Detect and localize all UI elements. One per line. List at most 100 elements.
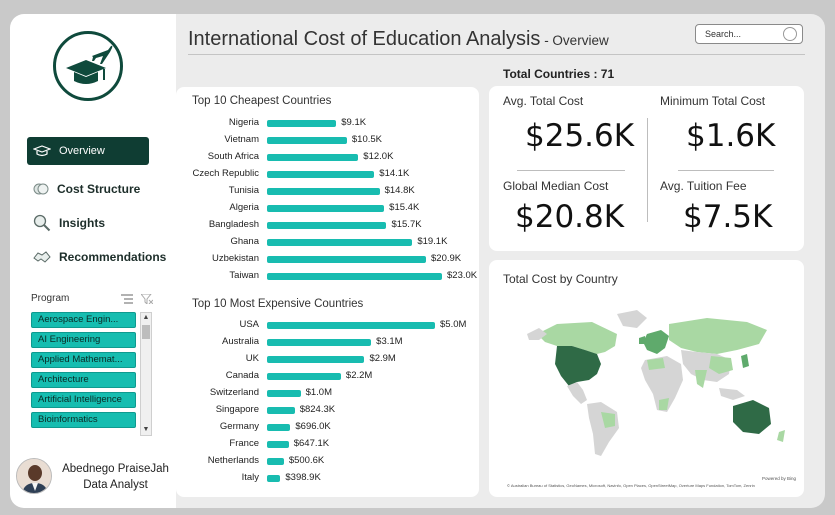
program-item[interactable]: Aerospace Engin... — [31, 312, 136, 328]
bar-row[interactable]: Bangladesh $15.7K — [176, 219, 479, 233]
bar-row[interactable]: Taiwan $23.0K — [176, 270, 479, 284]
bar-mark[interactable] — [267, 154, 359, 161]
bar-row[interactable]: UK $2.9M — [176, 353, 479, 367]
multi-select-icon[interactable] — [121, 294, 133, 304]
map-region-japan[interactable] — [741, 354, 749, 368]
bar-row[interactable]: USA $5.0M — [176, 319, 479, 333]
map-region-russia[interactable] — [669, 318, 767, 354]
global-median-cost-label: Global Median Cost — [503, 179, 609, 193]
nav-cost-structure[interactable]: Cost Structure — [27, 175, 149, 203]
map-region-usa[interactable] — [555, 346, 601, 386]
bar-mark[interactable] — [267, 239, 413, 246]
bar-mark[interactable] — [267, 273, 442, 280]
cheapest-bar-chart: Nigeria $9.1K Vietnam $10.5K South Africa $12… — [176, 117, 479, 287]
map-region-mexico[interactable] — [567, 382, 587, 404]
bar-mark[interactable] — [267, 441, 289, 448]
bar-row[interactable]: Switzerland $1.0M — [176, 387, 479, 401]
nav-recommendations[interactable]: Recommendations — [27, 243, 166, 271]
bar-row[interactable]: Czech Republic $14.1K — [176, 168, 479, 182]
bar-row[interactable]: Australia $3.1M — [176, 336, 479, 350]
scroll-thumb[interactable] — [142, 325, 150, 339]
bar-mark[interactable] — [267, 205, 385, 212]
bar-row[interactable]: South Africa $12.0K — [176, 151, 479, 165]
bar-row[interactable]: Canada $2.2M — [176, 370, 479, 384]
bar-row[interactable]: Netherlands $500.6K — [176, 455, 479, 469]
map-region-brazil[interactable] — [601, 412, 615, 428]
bar-value-label: $23.0K — [447, 270, 478, 281]
clear-filter-icon[interactable] — [141, 293, 153, 304]
map-region-south-africa[interactable] — [659, 398, 669, 410]
scroll-down-icon[interactable]: ▼ — [142, 426, 150, 433]
program-item[interactable]: Artificial Intelligence — [31, 392, 136, 408]
bar-mark[interactable] — [267, 475, 281, 482]
sidebar: Overview Cost Structure Insights Recomme… — [10, 14, 176, 508]
bar-row[interactable]: Italy $398.9K — [176, 472, 479, 486]
map-region-uk[interactable] — [639, 336, 645, 344]
bar-mark[interactable] — [267, 188, 380, 195]
map-region-australia[interactable] — [733, 400, 771, 434]
map-region-new-zealand[interactable] — [777, 430, 785, 442]
bar-mark[interactable] — [267, 390, 301, 397]
bar-category-label: South Africa — [207, 151, 259, 162]
bar-mark[interactable] — [267, 222, 387, 229]
map-region-indonesia[interactable] — [719, 388, 745, 400]
program-item[interactable]: Architecture — [31, 372, 136, 388]
handshake-icon — [33, 251, 51, 263]
bar-row[interactable]: Ghana $19.1K — [176, 236, 479, 250]
bar-row[interactable]: Uzbekistan $20.9K — [176, 253, 479, 267]
program-item[interactable]: AI Engineering — [31, 332, 136, 348]
map-region-south-america[interactable] — [587, 402, 619, 456]
map-region-china[interactable] — [709, 356, 733, 374]
kpi-card: Avg. Total Cost $25.6K Minimum Total Cos… — [489, 86, 804, 251]
person-avatar-icon — [17, 459, 51, 493]
bar-row[interactable]: Germany $696.0K — [176, 421, 479, 435]
bar-mark[interactable] — [267, 256, 427, 263]
bar-row[interactable]: Tunisia $14.8K — [176, 185, 479, 199]
top-countries-card: Top 10 Cheapest Countries Nigeria $9.1K Vi… — [176, 87, 479, 497]
search-box[interactable]: Search... — [695, 24, 803, 44]
bar-value-label: $20.9K — [431, 253, 462, 264]
bar-category-label: Italy — [241, 472, 259, 483]
total-countries-value: 71 — [600, 67, 615, 81]
min-total-cost-value: $1.6K — [686, 118, 776, 154]
world-choropleth-map[interactable] — [497, 294, 797, 464]
map-region-alaska[interactable] — [527, 328, 547, 340]
nav-overview[interactable]: Overview — [27, 137, 149, 165]
magnifier-icon — [33, 214, 51, 232]
bar-mark[interactable] — [267, 356, 365, 363]
program-item[interactable]: Bioinformatics — [31, 412, 136, 428]
title-divider — [188, 54, 805, 55]
program-scrollbar[interactable]: ▲ ▼ — [140, 312, 152, 436]
map-region-europe[interactable] — [643, 330, 669, 354]
nav-insights[interactable]: Insights — [27, 209, 149, 237]
bar-row[interactable]: Singapore $824.3K — [176, 404, 479, 418]
bar-category-label: Australia — [222, 336, 259, 347]
bar-mark[interactable] — [267, 137, 347, 144]
search-icon[interactable] — [783, 27, 797, 41]
map-region-africa[interactable] — [641, 356, 683, 412]
bar-mark[interactable] — [267, 171, 375, 178]
bar-row[interactable]: Vietnam $10.5K — [176, 134, 479, 148]
bar-category-label: Nigeria — [228, 117, 259, 128]
map-region-north-africa[interactable] — [647, 358, 665, 370]
bar-mark[interactable] — [267, 407, 295, 414]
bar-row[interactable]: Nigeria $9.1K — [176, 117, 479, 131]
bar-mark[interactable] — [267, 322, 435, 329]
bar-mark[interactable] — [267, 458, 284, 465]
kpi-divider — [517, 170, 625, 171]
bar-mark[interactable] — [267, 120, 337, 127]
map-region-india[interactable] — [695, 370, 707, 388]
bar-row[interactable]: Algeria $15.4K — [176, 202, 479, 216]
bar-value-label: $12.0K — [363, 151, 394, 162]
bar-mark[interactable] — [267, 339, 372, 346]
bar-mark[interactable] — [267, 373, 341, 380]
bar-row[interactable]: France $647.1K — [176, 438, 479, 452]
scroll-up-icon[interactable]: ▲ — [142, 314, 150, 321]
search-placeholder: Search... — [705, 29, 742, 39]
bar-category-label: Ghana — [230, 236, 259, 247]
map-region-greenland[interactable] — [617, 310, 647, 328]
bar-category-label: Bangladesh — [208, 219, 259, 230]
program-item[interactable]: Applied Mathemat... — [31, 352, 136, 368]
bar-mark[interactable] — [267, 424, 291, 431]
avatar — [16, 458, 52, 494]
